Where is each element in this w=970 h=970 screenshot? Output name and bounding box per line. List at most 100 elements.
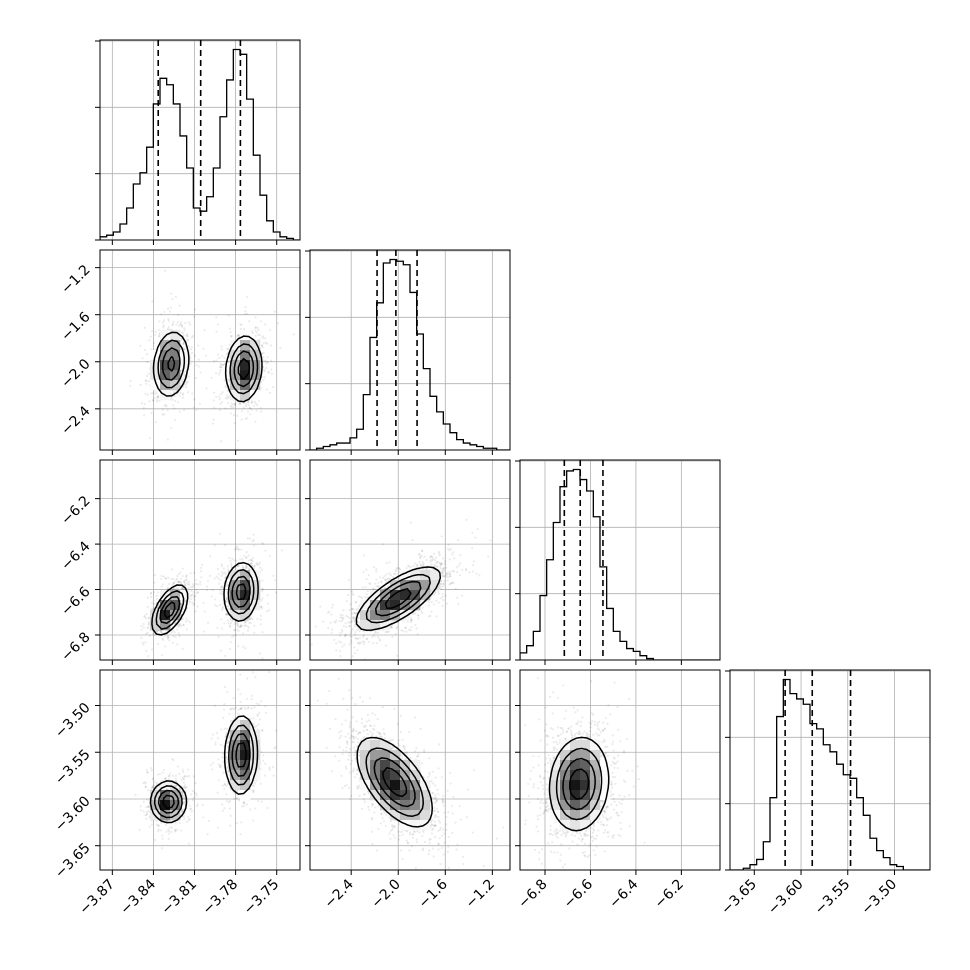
sample-point <box>242 645 245 648</box>
sample-point <box>163 319 166 322</box>
sample-point <box>139 344 142 347</box>
sample-point <box>166 307 170 310</box>
sample-point <box>429 556 432 559</box>
sample-point <box>210 376 213 379</box>
sample-point <box>226 352 229 355</box>
histogram-clip-group <box>520 468 720 660</box>
sample-point <box>189 808 192 811</box>
sample-point <box>212 359 215 363</box>
sample-point <box>472 570 475 573</box>
sample-point <box>223 654 227 657</box>
sample-point <box>350 612 354 615</box>
sample-point <box>230 406 233 409</box>
sample-point <box>246 619 249 623</box>
gridlines <box>730 670 930 870</box>
sample-point <box>213 598 217 601</box>
sample-point <box>157 335 160 338</box>
sample-point <box>430 600 433 604</box>
sample-point <box>442 567 445 570</box>
sample-point <box>216 323 219 326</box>
sample-point <box>450 582 453 585</box>
sample-point <box>360 597 364 600</box>
sample-point <box>314 625 317 628</box>
sample-point <box>471 564 475 567</box>
sample-point <box>218 592 222 595</box>
sample-point <box>166 635 170 638</box>
sample-point <box>353 625 356 628</box>
density-cell <box>180 360 191 371</box>
sample-point <box>218 365 222 369</box>
density-contours <box>355 566 442 632</box>
sample-point <box>261 579 264 582</box>
sample-point <box>160 629 163 632</box>
sample-point <box>221 571 224 574</box>
sample-point <box>255 409 258 412</box>
sample-point <box>187 842 191 845</box>
sample-point <box>341 630 344 633</box>
sample-point <box>144 379 148 383</box>
sample-point <box>446 571 450 574</box>
sample-point <box>176 574 179 578</box>
sample-point <box>172 635 175 638</box>
sample-point <box>218 603 222 607</box>
sample-point <box>156 642 160 646</box>
sample-point <box>142 782 145 785</box>
sample-point <box>439 562 443 565</box>
sample-point <box>261 587 264 590</box>
sample-point <box>430 559 434 562</box>
sample-point <box>230 636 234 639</box>
sample-point <box>178 624 181 627</box>
sample-point <box>142 406 145 410</box>
sample-point <box>405 566 408 570</box>
sample-point <box>430 563 433 566</box>
sample-point <box>221 354 224 358</box>
contour-line <box>355 566 442 632</box>
sample-point <box>432 593 436 596</box>
density-cell <box>170 340 181 351</box>
sample-point <box>175 577 179 581</box>
sample-point <box>400 629 403 632</box>
sample-point <box>451 553 454 556</box>
sample-point <box>395 566 399 570</box>
sample-point <box>427 615 431 618</box>
sample-point <box>258 561 262 564</box>
sample-point <box>148 437 151 440</box>
sample-point <box>162 326 165 329</box>
sample-point <box>262 368 266 371</box>
sample-point <box>214 604 217 607</box>
sample-point <box>352 593 355 596</box>
sample-point <box>348 625 351 628</box>
sample-point <box>165 405 168 408</box>
sample-point <box>356 649 359 652</box>
sample-point <box>415 566 418 569</box>
sample-point <box>375 568 378 571</box>
sample-point <box>448 549 451 552</box>
sample-point <box>146 631 149 634</box>
density-cell <box>170 360 181 371</box>
sample-point <box>221 363 225 367</box>
sample-point <box>326 611 330 614</box>
sample-point <box>235 559 238 562</box>
density-cell <box>230 350 241 361</box>
sample-point <box>355 601 358 604</box>
sample-point <box>242 406 245 409</box>
sample-point <box>264 341 267 344</box>
sample-point <box>441 562 444 565</box>
sample-point <box>232 413 235 417</box>
sample-point <box>226 619 230 622</box>
sample-point <box>181 574 184 578</box>
sample-point <box>227 622 230 625</box>
sample-point <box>220 585 223 589</box>
sample-point <box>444 594 447 597</box>
sample-point <box>244 306 247 309</box>
sample-point <box>167 587 170 590</box>
sample-point <box>213 544 216 547</box>
sample-point <box>222 567 225 570</box>
sample-point <box>228 607 231 610</box>
sample-point <box>151 632 155 635</box>
sample-point <box>443 562 447 565</box>
sample-point <box>240 548 243 551</box>
sample-point <box>151 778 154 781</box>
sample-point <box>161 837 164 840</box>
sample-point <box>262 341 265 345</box>
